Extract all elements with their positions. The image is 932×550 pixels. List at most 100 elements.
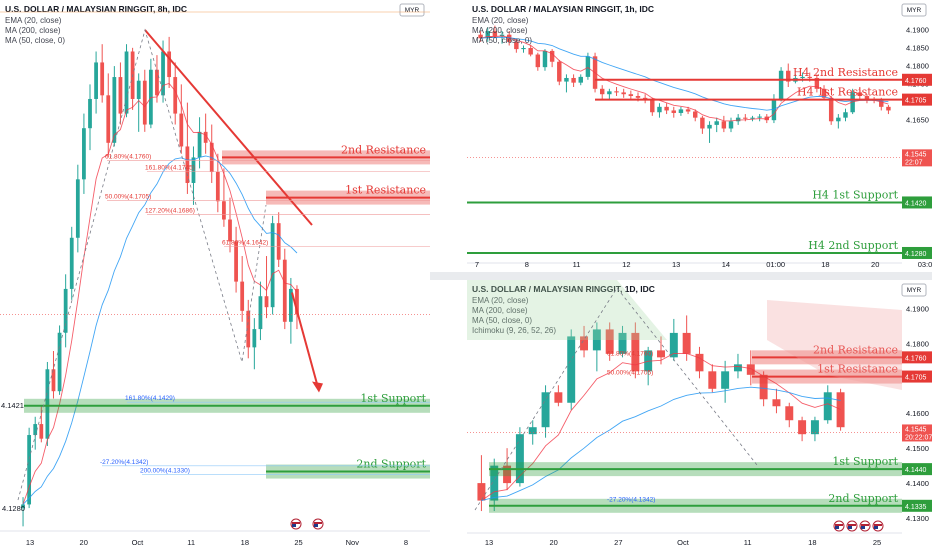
level-tag-2	[902, 463, 932, 476]
chart-title: U.S. DOLLAR / MALAYSIAN RINGGIT, 1D, IDC	[472, 284, 655, 294]
candle-body-51	[843, 112, 848, 118]
candle-body-8	[535, 54, 541, 68]
candle-body-33	[714, 121, 719, 125]
candle-body-28	[191, 157, 196, 183]
fib-label-d-1: 50.00%(4.1705)	[607, 370, 653, 377]
pane-divider-horizontal[interactable]	[430, 272, 932, 280]
time-tick-3: Oct	[677, 538, 690, 547]
price-tag-countdown: 22:07	[905, 159, 923, 166]
candle-body-21	[628, 94, 634, 97]
candle-body-24	[650, 99, 655, 113]
event-flag-field-3	[874, 526, 878, 529]
chart-title: U.S. DOLLAR / MALAYSIAN RINGGIT, 1h, IDC	[472, 4, 654, 14]
event-flag-field-1	[314, 524, 318, 527]
price-tick-6: 4.1300	[906, 514, 929, 523]
candle-body-13	[571, 77, 576, 83]
candle-body-18	[708, 371, 717, 389]
level-tag-value-0: 4.1760	[905, 78, 927, 85]
candle-body-20	[142, 80, 147, 125]
event-flag-stripe-0	[292, 522, 300, 524]
left-tag-0: 4.1421	[1, 401, 24, 410]
candle-body-43	[282, 259, 287, 322]
forecast-arrow-head	[312, 381, 323, 393]
price-tick-3: 4.1800	[906, 61, 929, 70]
forecast-arrow-shaft	[291, 292, 319, 388]
candle-body-9	[542, 50, 548, 68]
candle-body-0	[477, 483, 486, 501]
candle-body-4	[528, 427, 537, 435]
candle-body-39	[757, 116, 762, 118]
event-flag-stripe-2	[861, 524, 869, 526]
price-tag	[902, 149, 932, 167]
level-name-3: 2nd Support	[356, 458, 426, 471]
time-tick-2: 11	[573, 260, 581, 269]
candle-body-28	[836, 392, 845, 428]
time-tick-0: 13	[26, 538, 34, 547]
chart-1h-canvas[interactable]: MYR4.19004.18504.18004.17504.17004.16507…	[467, 0, 932, 272]
candle-body-5	[514, 41, 519, 50]
chart-1d-canvas[interactable]: MYR4.19004.18004.17004.16004.15004.14004…	[467, 280, 932, 550]
price-tick-2: 4.1850	[906, 43, 929, 52]
chart-1h[interactable]: MYR4.19004.18504.18004.17504.17004.16507…	[467, 0, 932, 272]
price-tick-1: 4.1800	[906, 339, 929, 348]
price-tick-3: 4.1600	[906, 409, 929, 418]
legend-item-1: MA (200, close)	[472, 306, 528, 315]
event-flag-field-0	[292, 524, 296, 527]
price-tag-countdown: 20:22:07	[905, 434, 932, 441]
candle-body-6	[521, 48, 526, 50]
price-tick-6: 4.1650	[906, 115, 929, 124]
candle-body-0	[478, 34, 483, 39]
candle-body-1	[490, 465, 499, 501]
level-tag-1	[902, 370, 932, 383]
chart-1d[interactable]: MYR4.19004.18004.17004.16004.15004.14004…	[467, 280, 932, 550]
candle-body-29	[685, 109, 691, 112]
candle-body-23	[772, 399, 781, 407]
candle-body-35	[234, 241, 238, 282]
level-name-2: H4 1st Support	[812, 188, 898, 201]
chart-8h-canvas[interactable]: MYR4.19504.19004.18504.18004.17504.17004…	[0, 0, 430, 550]
left-tag-1: 4.1280	[2, 504, 25, 513]
candle-body-25	[173, 77, 178, 114]
event-flag-stripe-1	[848, 524, 856, 526]
candle-body-19	[136, 80, 141, 99]
chart-8h[interactable]: MYR4.19504.19004.18504.18004.17504.17004…	[0, 0, 430, 550]
trendline	[144, 29, 313, 226]
candle-body-48	[821, 88, 827, 98]
legend-item-2: MA (50, close, 0)	[472, 316, 532, 325]
candle-body-36	[240, 281, 245, 311]
fib-label-5: 161.80%(4.1429)	[125, 395, 175, 402]
price-tick-5: 4.1400	[906, 479, 929, 488]
candle-body-9	[592, 329, 601, 351]
candle-body-12	[564, 77, 569, 82]
candle-body-19	[614, 91, 619, 93]
candle-body-3	[39, 424, 44, 439]
candle-body-52	[850, 92, 855, 113]
candle-body-28	[678, 109, 684, 113]
legend-item-0: EMA (20, close)	[472, 16, 529, 25]
candle-body-3	[515, 434, 524, 484]
candle-body-20	[621, 92, 626, 95]
candle-body-21	[746, 364, 755, 375]
price-axis	[902, 0, 932, 272]
candle-body-42	[276, 223, 281, 260]
fib-zigzag	[17, 28, 267, 501]
candle-body-54	[864, 96, 870, 100]
candle-body-2	[503, 465, 512, 484]
candle-body-10	[549, 50, 555, 62]
candle-body-6	[57, 332, 62, 392]
fib-label-d-2: -27.20%(4.1342)	[607, 496, 655, 503]
candle-body-31	[700, 117, 705, 129]
candle-body-7	[528, 48, 533, 55]
candle-body-22	[155, 69, 159, 96]
candle-body-14	[106, 95, 111, 143]
candle-body-11	[557, 61, 562, 82]
candle-body-0	[21, 504, 25, 509]
event-flag-field-1	[848, 526, 852, 529]
candle-body-38	[750, 117, 755, 119]
level-tag-3	[902, 499, 932, 512]
candle-body-41	[270, 223, 275, 308]
time-tick-9: 03:0	[918, 260, 932, 269]
level-tag-3	[902, 246, 932, 259]
candle-body-14	[578, 76, 583, 83]
candle-body-5	[541, 392, 550, 428]
